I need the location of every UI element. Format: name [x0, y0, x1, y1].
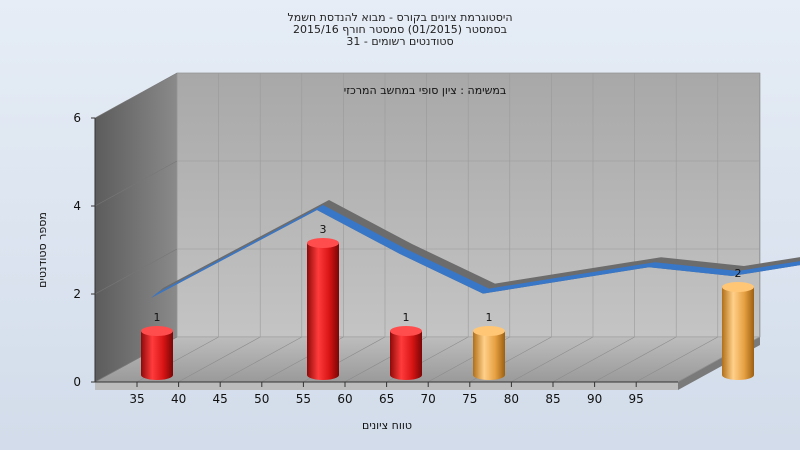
trend-ribbon — [151, 200, 800, 298]
bar-35: 1 — [141, 311, 173, 380]
bar-55: 1 — [473, 311, 505, 380]
gridline-floor — [510, 336, 594, 383]
gridline-floor — [594, 336, 677, 383]
gridline-floor — [178, 336, 261, 383]
bar-70: 2 — [722, 267, 754, 380]
bar-top — [473, 326, 505, 336]
bar-top — [307, 238, 339, 248]
bar-value-label: 2 — [735, 267, 742, 280]
y-tick-label: 2 — [73, 287, 81, 301]
y-tick-label: 0 — [73, 375, 81, 389]
x-tick-label: 80 — [504, 392, 519, 406]
gridline-y — [94, 248, 178, 295]
bar-body — [722, 287, 754, 380]
bar-50: 1 — [390, 311, 422, 380]
chart-annotation: במשימה : ציון סופי במחשב המרכזי — [344, 84, 507, 97]
bars: 131124335 — [141, 223, 754, 380]
bar-value-label: 1 — [486, 311, 493, 324]
bar-body — [473, 331, 505, 380]
y-tick-label: 4 — [73, 199, 81, 213]
chart-subtitle-semester: בסמסטר (01/2015) סמסטר חורף 2015/16 — [293, 23, 507, 36]
y-tick-label: 6 — [73, 111, 81, 125]
x-tick-label: 95 — [629, 392, 644, 406]
bar-body — [307, 243, 339, 380]
x-tick-label: 40 — [171, 392, 186, 406]
bar-body — [390, 331, 422, 380]
x-tick-label: 45 — [213, 392, 228, 406]
x-tick-labels: 35 40 45 50 55 60 65 70 75 80 85 90 95 — [129, 382, 644, 406]
left-wall — [95, 73, 177, 382]
gridline-y — [94, 72, 178, 119]
bar-body — [141, 331, 173, 380]
gridlines — [94, 72, 760, 383]
x-tick-label: 70 — [421, 392, 436, 406]
x-axis-label: טווח ציונים — [362, 419, 412, 432]
y-tick-labels: 0 2 4 6 — [73, 111, 95, 389]
x-tick-label: 50 — [254, 392, 269, 406]
x-tick-label: 35 — [129, 392, 144, 406]
y-axis-label: מספר סטודנטים — [36, 212, 49, 288]
gridline-y — [94, 160, 178, 207]
x-tick-label: 75 — [462, 392, 477, 406]
chart-title: היסטוגרמת ציונים בקורס - מבוא להנדסת חשמ… — [287, 11, 513, 24]
gridline-floor — [552, 336, 635, 383]
gridline-floor — [219, 336, 302, 383]
x-tick-label: 65 — [379, 392, 394, 406]
bar-top — [141, 326, 173, 336]
gridline-floor — [635, 336, 718, 383]
bar-value-label: 1 — [154, 311, 161, 324]
bar-top — [390, 326, 422, 336]
bar-value-label: 1 — [403, 311, 410, 324]
x-tick-label: 60 — [337, 392, 352, 406]
bar-top — [722, 282, 754, 292]
x-tick-label: 85 — [545, 392, 560, 406]
bar-value-label: 3 — [320, 223, 327, 236]
trend-ribbon-back — [151, 200, 800, 298]
bar-45: 3 — [307, 223, 339, 380]
x-tick-label: 90 — [587, 392, 602, 406]
chart-subtitle-students: סטודנטים רשומים - 31 — [346, 35, 454, 48]
x-tick-label: 55 — [296, 392, 311, 406]
